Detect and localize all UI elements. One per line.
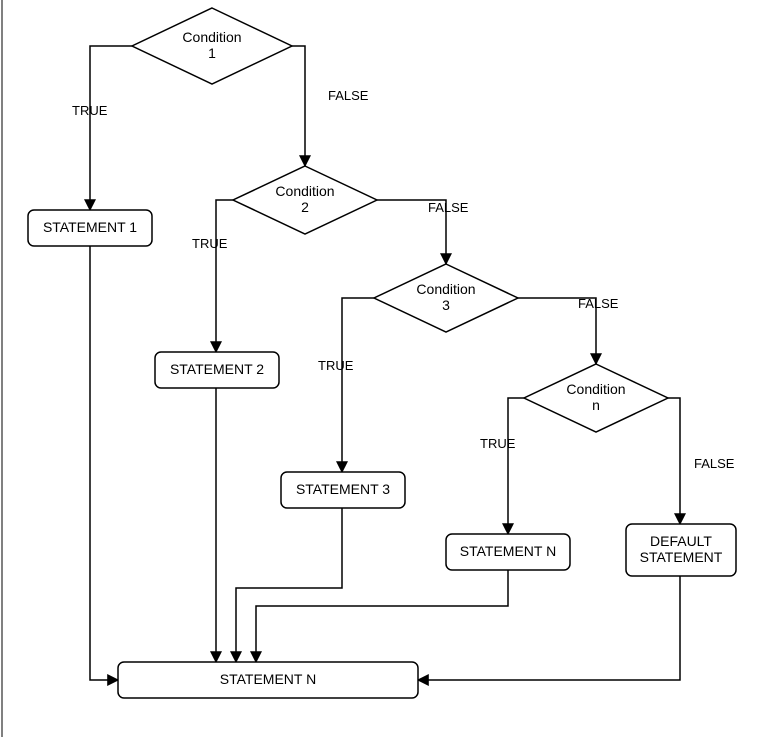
edge <box>90 246 118 680</box>
edge <box>256 570 508 662</box>
node-label: STATEMENT N <box>220 671 316 687</box>
edge <box>90 46 132 210</box>
node-label: STATEMENT N <box>460 543 556 559</box>
edge <box>236 508 342 662</box>
node-label: STATEMENT 1 <box>43 219 137 235</box>
edge <box>668 398 680 524</box>
edge-label: TRUE <box>72 103 108 118</box>
node-label: 1 <box>208 45 216 61</box>
node-label: 3 <box>442 297 450 313</box>
edge <box>216 200 233 352</box>
edge-label: FALSE <box>578 296 619 311</box>
edge <box>418 576 680 680</box>
flowchart-canvas: TRUE FALSE TRUE FALSE TRUE FALSE TRUE FALSE Cond… <box>0 0 781 737</box>
edge-label: TRUE <box>318 358 354 373</box>
edge <box>342 298 374 472</box>
node-label: Condition <box>275 183 334 199</box>
edge-label: TRUE <box>480 436 516 451</box>
node-label: n <box>592 397 600 413</box>
node-label: Condition <box>182 29 241 45</box>
edge-label: FALSE <box>694 456 735 471</box>
edge-label: FALSE <box>428 200 469 215</box>
edge-label: TRUE <box>192 236 228 251</box>
node-label: STATEMENT 2 <box>170 361 264 377</box>
node-label: Condition <box>416 281 475 297</box>
node-label: STATEMENT <box>640 549 723 565</box>
node-label: STATEMENT 3 <box>296 481 390 497</box>
edge <box>292 46 305 166</box>
node-label: Condition <box>566 381 625 397</box>
edge-label: FALSE <box>328 88 369 103</box>
node-label: 2 <box>301 199 309 215</box>
edge <box>508 398 524 534</box>
node-label: DEFAULT <box>650 533 712 549</box>
